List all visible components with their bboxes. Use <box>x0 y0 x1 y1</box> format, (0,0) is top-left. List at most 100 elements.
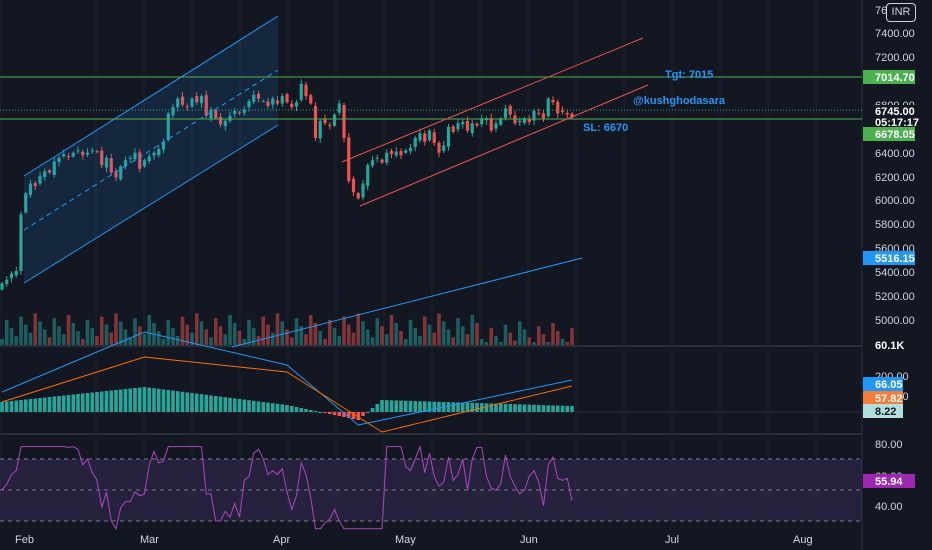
candle-body <box>128 157 132 159</box>
candle-body <box>304 84 308 97</box>
volume-bar <box>4 319 9 345</box>
macd-histogram-bar <box>76 394 80 412</box>
candle-body <box>71 152 75 157</box>
grid <box>0 0 863 550</box>
red-channel-upper <box>341 37 644 163</box>
candle-body <box>541 113 546 119</box>
price-tick-label: 5200.00 <box>875 291 915 303</box>
macd-histogram-bar <box>99 391 104 412</box>
candle-body <box>24 193 28 213</box>
macd-histogram-bar <box>408 400 413 412</box>
volume-bar <box>137 326 142 345</box>
macd-histogram-bar <box>494 403 498 412</box>
macd-histogram-bar <box>361 412 365 416</box>
volume-bar <box>209 337 213 345</box>
candle-body <box>522 118 527 124</box>
volume-bar <box>418 335 422 345</box>
macd-tag-bg <box>863 404 903 418</box>
volume-bar <box>42 329 47 345</box>
price-tag-label: 05:17:17 <box>875 117 919 129</box>
macd-histogram-bar <box>308 410 313 412</box>
macd-histogram-bar <box>560 405 565 412</box>
candle-body <box>119 166 123 180</box>
macd-histogram-bar <box>23 399 28 412</box>
macd-histogram-bar <box>180 391 185 412</box>
time-tick-label: Jul <box>665 534 679 546</box>
author-annotation[interactable]: @kushghodasara <box>633 95 726 107</box>
macd-tag-label: 66.05 <box>875 379 903 391</box>
candle-body <box>252 94 256 103</box>
volume-bar <box>99 316 104 345</box>
macd-histogram-bar <box>465 402 470 412</box>
time-tick-label: Feb <box>15 534 34 546</box>
volume-bar <box>85 319 90 345</box>
macd-histogram-bar <box>242 399 247 412</box>
volume-bar <box>299 326 304 345</box>
volume-bar <box>342 316 346 345</box>
candle-body <box>461 121 465 125</box>
volume-bar <box>171 327 175 345</box>
volume-bar <box>133 318 137 345</box>
volume-bar <box>513 340 517 345</box>
macd-histogram-bar <box>114 390 118 412</box>
candle-body <box>114 171 118 178</box>
macd-histogram-bar <box>232 398 237 412</box>
volume-bar <box>403 339 408 345</box>
macd-histogram-bar <box>384 400 389 412</box>
volume-bar <box>114 313 118 345</box>
macd-histogram-bar <box>437 401 441 412</box>
candle-body <box>147 156 151 162</box>
macd-histogram-bar <box>209 395 213 412</box>
macd-histogram-bar <box>513 404 517 412</box>
macd-histogram-bar <box>456 402 460 412</box>
volume-bar <box>80 339 85 345</box>
volume-bar <box>532 342 536 345</box>
volume-bar <box>9 327 14 345</box>
rsi-band <box>0 459 862 521</box>
macd-histogram-bar <box>270 403 275 412</box>
macd-histogram-bar <box>109 390 114 412</box>
candle-body <box>47 170 52 173</box>
stop-loss-annotation[interactable]: SL: 6670 <box>583 122 628 134</box>
candle-body <box>446 126 451 147</box>
macd-histogram-bar <box>190 393 194 412</box>
macd-histogram-bar <box>4 401 9 412</box>
candle-body <box>109 158 113 173</box>
macd-histogram-bar <box>365 412 370 413</box>
macd-histogram-bar <box>66 395 71 412</box>
candle-body <box>190 98 194 107</box>
candle-body <box>138 152 142 169</box>
volume-bar <box>560 339 565 345</box>
candle-body <box>499 118 503 125</box>
macd-histogram-bar <box>356 412 361 420</box>
volume-bar <box>28 332 33 345</box>
candle-body <box>389 150 394 155</box>
candle-body <box>366 165 370 187</box>
macd-histogram-bar <box>451 402 456 412</box>
volume-bar <box>546 342 551 345</box>
target-annotation[interactable]: Tgt: 7015 <box>665 69 713 81</box>
volume-bar <box>223 334 228 345</box>
price-tag-bg <box>863 127 915 141</box>
volume-bar <box>166 319 171 345</box>
macd-pane <box>0 331 862 433</box>
candle-body <box>342 104 346 138</box>
macd-histogram-bar <box>346 412 351 418</box>
macd-histogram-bar <box>285 405 289 412</box>
volume-bar <box>389 315 394 345</box>
candle-body <box>204 95 208 116</box>
currency-badge[interactable]: INR <box>886 3 916 22</box>
price-tag-bg <box>863 105 915 117</box>
candle-body <box>76 150 80 152</box>
candle-body <box>280 96 284 104</box>
candle-body <box>537 112 541 114</box>
volume-bar <box>266 324 270 345</box>
time-tick-label: May <box>395 534 416 546</box>
price-tick-label: 5800.00 <box>875 219 915 231</box>
macd-histogram-bar <box>432 401 437 412</box>
volume-bar <box>199 321 204 345</box>
candle-body <box>195 96 199 103</box>
candle-body <box>237 112 242 114</box>
volume-bar <box>494 335 498 345</box>
